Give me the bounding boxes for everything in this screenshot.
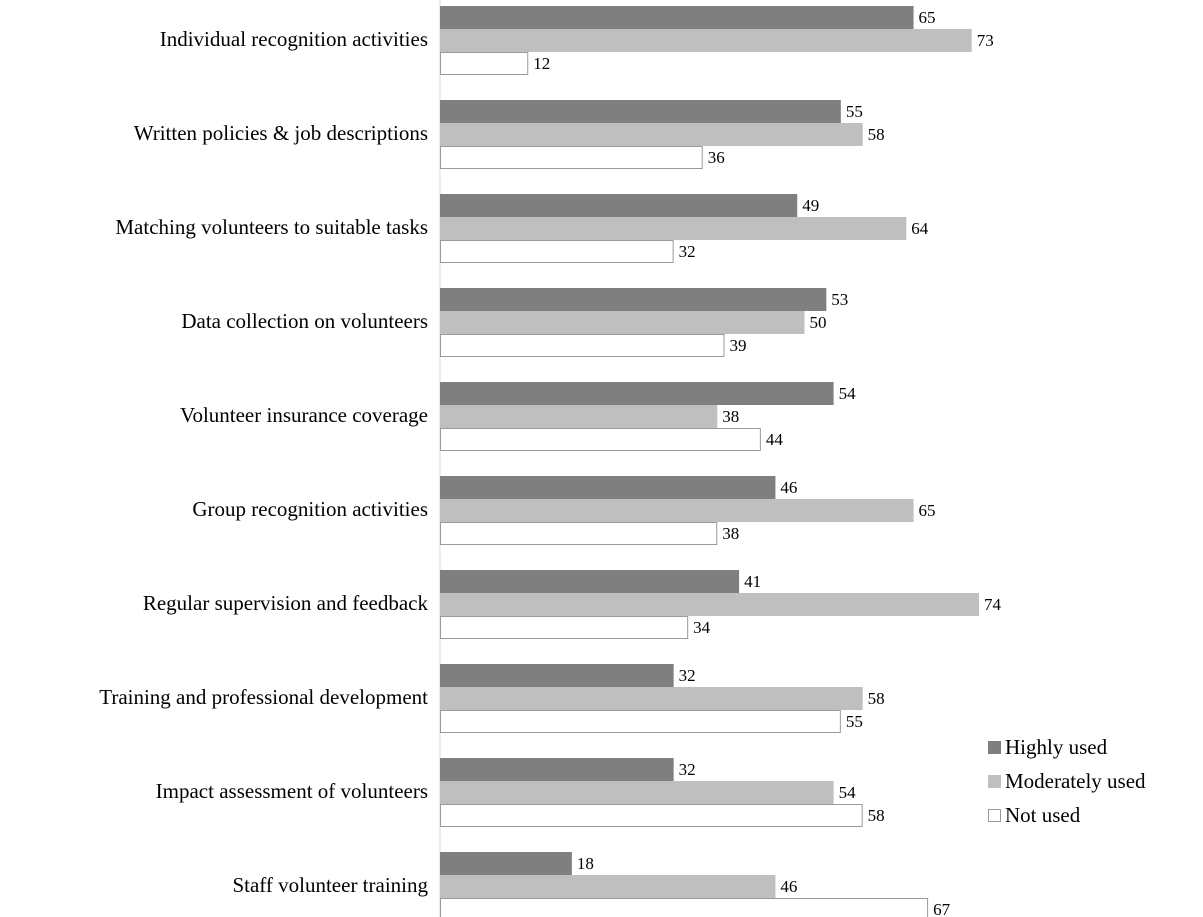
bar-training-and-professional-development-moderately-used (440, 687, 863, 710)
bar-impact-assessment-of-volunteers-moderately-used (440, 781, 834, 804)
bar-individual-recognition-activities-highly-used (440, 6, 914, 29)
bar-regular-supervision-and-feedback-moderately-used (440, 593, 979, 616)
category-label-group-recognition-activities: Group recognition activities (192, 497, 428, 521)
category-label-data-collection-on-volunteers: Data collection on volunteers (181, 309, 428, 333)
bar-regular-supervision-and-feedback-not-used (440, 616, 689, 639)
data-label-volunteer-insurance-coverage-moderately-used: 38 (722, 407, 739, 426)
data-label-data-collection-on-volunteers-moderately-used: 50 (810, 313, 827, 332)
bar-data-collection-on-volunteers-not-used (440, 334, 725, 357)
bar-volunteer-insurance-coverage-highly-used (440, 382, 834, 405)
legend-swatch-moderately-used (988, 774, 1001, 788)
data-label-individual-recognition-activities-moderately-used: 73 (977, 31, 994, 50)
data-label-data-collection-on-volunteers-highly-used: 53 (831, 290, 848, 309)
data-label-written-policies-job-descriptions-not-used: 36 (708, 148, 725, 167)
chart-legend: Highly used Moderately used Not used (988, 730, 1146, 832)
data-label-volunteer-insurance-coverage-not-used: 44 (766, 430, 784, 449)
bar-staff-volunteer-training-not-used (440, 898, 929, 917)
bar-training-and-professional-development-highly-used (440, 664, 674, 687)
data-label-data-collection-on-volunteers-not-used: 39 (730, 336, 747, 355)
data-label-matching-volunteers-to-suitable-tasks-highly-used: 49 (802, 196, 819, 215)
legend-swatch-not-used (988, 808, 1001, 822)
data-label-impact-assessment-of-volunteers-moderately-used: 54 (839, 783, 857, 802)
data-label-volunteer-insurance-coverage-highly-used: 54 (839, 384, 857, 403)
bar-written-policies-job-descriptions-not-used (440, 146, 703, 169)
category-label-matching-volunteers-to-suitable-tasks: Matching volunteers to suitable tasks (115, 215, 428, 239)
bar-group-recognition-activities-not-used (440, 522, 718, 545)
data-label-matching-volunteers-to-suitable-tasks-moderately-used: 64 (911, 219, 929, 238)
category-label-written-policies-job-descriptions: Written policies & job descriptions (134, 121, 428, 145)
bar-individual-recognition-activities-moderately-used (440, 29, 972, 52)
bar-impact-assessment-of-volunteers-highly-used (440, 758, 674, 781)
bar-matching-volunteers-to-suitable-tasks-not-used (440, 240, 674, 263)
legend-item-highly-used: Highly used (988, 730, 1146, 764)
legend-item-moderately-used: Moderately used (988, 764, 1146, 798)
bar-volunteer-insurance-coverage-moderately-used (440, 405, 718, 428)
data-label-group-recognition-activities-moderately-used: 65 (919, 501, 936, 520)
bar-written-policies-job-descriptions-highly-used (440, 100, 841, 123)
data-label-training-and-professional-development-not-used: 55 (846, 712, 863, 731)
bar-staff-volunteer-training-highly-used (440, 852, 572, 875)
data-label-training-and-professional-development-moderately-used: 58 (868, 689, 885, 708)
bar-group-recognition-activities-moderately-used (440, 499, 914, 522)
data-label-written-policies-job-descriptions-moderately-used: 58 (868, 125, 885, 144)
data-label-staff-volunteer-training-highly-used: 18 (577, 854, 594, 873)
data-label-impact-assessment-of-volunteers-highly-used: 32 (679, 760, 696, 779)
data-label-impact-assessment-of-volunteers-not-used: 58 (868, 806, 885, 825)
data-label-regular-supervision-and-feedback-not-used: 34 (693, 618, 711, 637)
category-label-training-and-professional-development: Training and professional development (99, 685, 428, 709)
bar-volunteer-insurance-coverage-not-used (440, 428, 761, 451)
legend-label-highly-used: Highly used (1005, 734, 1108, 759)
legend-item-not-used: Not used (988, 798, 1146, 832)
bar-impact-assessment-of-volunteers-not-used (440, 804, 863, 827)
data-label-group-recognition-activities-not-used: 38 (722, 524, 739, 543)
data-label-matching-volunteers-to-suitable-tasks-not-used: 32 (679, 242, 696, 261)
bar-matching-volunteers-to-suitable-tasks-moderately-used (440, 217, 907, 240)
category-label-regular-supervision-and-feedback: Regular supervision and feedback (143, 591, 429, 615)
data-label-staff-volunteer-training-moderately-used: 46 (780, 877, 797, 896)
category-label-impact-assessment-of-volunteers: Impact assessment of volunteers (156, 779, 428, 803)
data-label-written-policies-job-descriptions-highly-used: 55 (846, 102, 863, 121)
bar-data-collection-on-volunteers-highly-used (440, 288, 827, 311)
bar-regular-supervision-and-feedback-highly-used (440, 570, 740, 593)
data-label-training-and-professional-development-highly-used: 32 (679, 666, 696, 685)
bar-staff-volunteer-training-moderately-used (440, 875, 776, 898)
category-label-individual-recognition-activities: Individual recognition activities (160, 27, 428, 51)
bar-matching-volunteers-to-suitable-tasks-highly-used (440, 194, 798, 217)
category-label-staff-volunteer-training: Staff volunteer training (232, 873, 428, 897)
data-label-regular-supervision-and-feedback-highly-used: 41 (744, 572, 761, 591)
bar-written-policies-job-descriptions-moderately-used (440, 123, 863, 146)
data-label-regular-supervision-and-feedback-moderately-used: 74 (984, 595, 1002, 614)
legend-swatch-highly-used (988, 740, 1001, 754)
data-label-individual-recognition-activities-not-used: 12 (533, 54, 550, 73)
bar-individual-recognition-activities-not-used (440, 52, 529, 75)
legend-label-moderately-used: Moderately used (1005, 768, 1146, 793)
data-label-individual-recognition-activities-highly-used: 65 (919, 8, 936, 27)
data-label-staff-volunteer-training-not-used: 67 (933, 900, 951, 917)
legend-label-not-used: Not used (1005, 802, 1081, 827)
bar-training-and-professional-development-not-used (440, 710, 841, 733)
bar-data-collection-on-volunteers-moderately-used (440, 311, 805, 334)
category-label-volunteer-insurance-coverage: Volunteer insurance coverage (180, 403, 428, 427)
bar-group-recognition-activities-highly-used (440, 476, 776, 499)
data-label-group-recognition-activities-highly-used: 46 (780, 478, 797, 497)
